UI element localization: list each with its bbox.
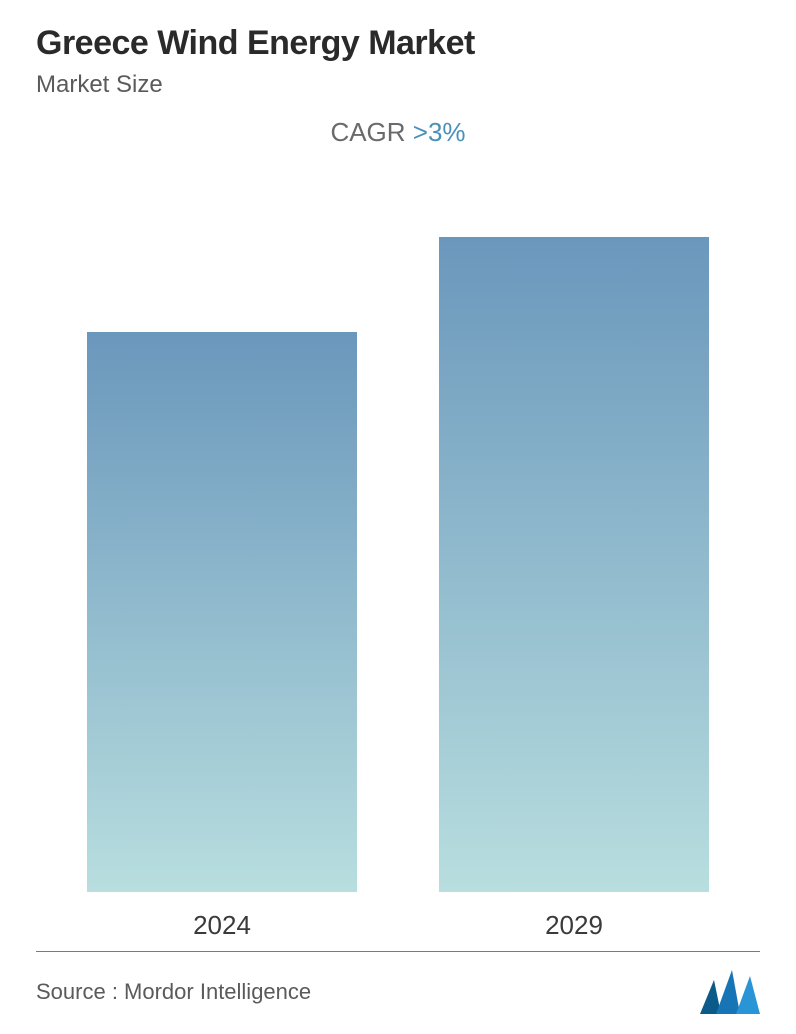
bar-label: 2024	[193, 910, 251, 941]
bar-wrap: 2024	[76, 158, 368, 941]
mordor-logo-icon	[700, 970, 760, 1014]
chart-bar	[439, 237, 709, 892]
bar-wrap: 2029	[428, 158, 720, 941]
cagr-label: CAGR	[330, 117, 412, 147]
bar-chart: 2024 2029	[36, 158, 760, 941]
chart-bar	[87, 332, 357, 892]
bar-label: 2029	[545, 910, 603, 941]
subtitle: Market Size	[36, 71, 760, 99]
infographic-container: Greece Wind Energy Market Market Size CA…	[0, 0, 796, 1034]
source-text: Source : Mordor Intelligence	[36, 979, 311, 1005]
page-title: Greece Wind Energy Market	[36, 24, 760, 63]
footer: Source : Mordor Intelligence	[36, 951, 760, 1034]
cagr-line: CAGR >3%	[36, 117, 760, 148]
cagr-value: >3%	[413, 117, 466, 147]
